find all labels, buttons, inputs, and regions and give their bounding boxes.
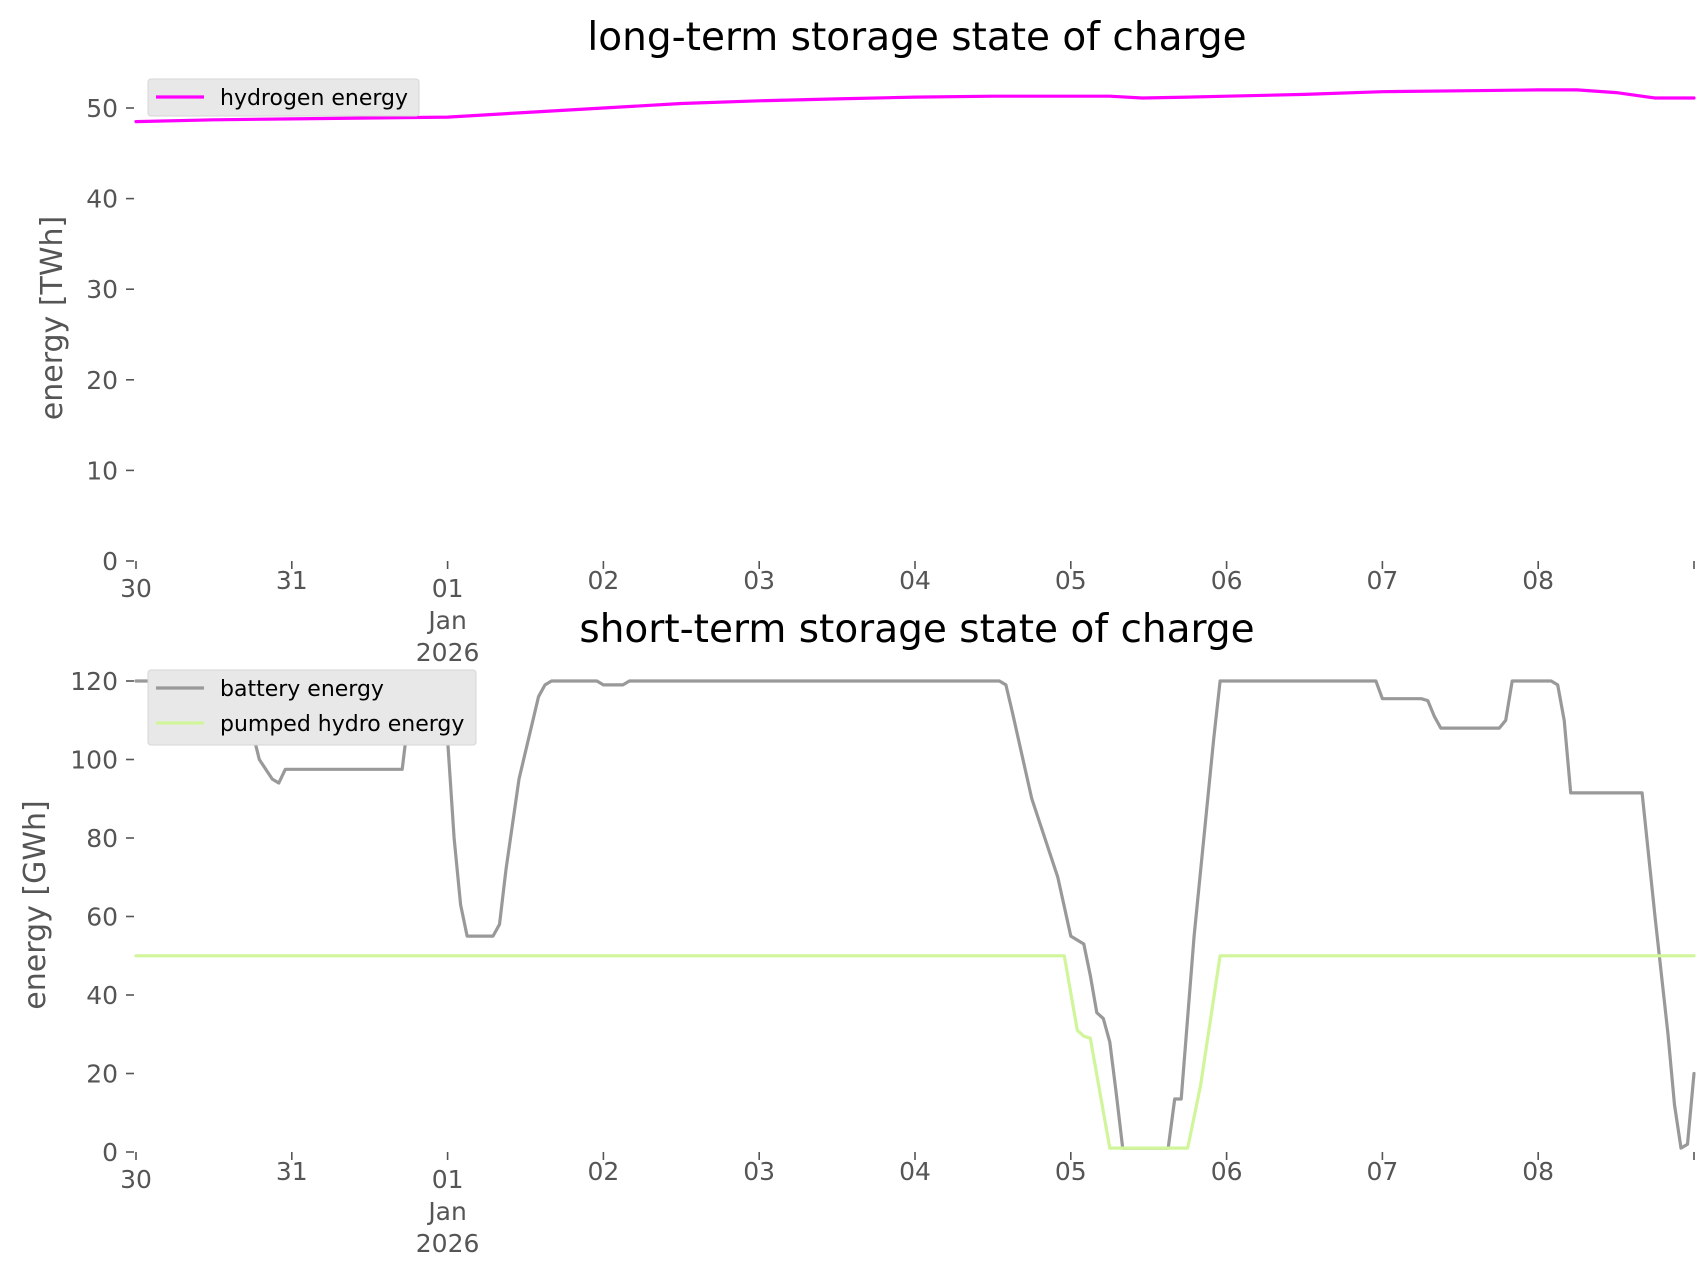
y-tick-label: 100 (70, 746, 118, 775)
x-tick-label: 02 (587, 1157, 619, 1186)
x-tick-label: 03 (743, 566, 775, 595)
top-legend-frame (147, 78, 420, 117)
y-tick-label: 60 (86, 903, 118, 932)
x-tick-label: 04 (899, 566, 931, 595)
bottom-chart-x-ticks: 30 31 01 Jan 2026 02 03 04 05 06 07 08 (120, 1152, 1695, 1258)
x-tick-label: 05 (1055, 566, 1087, 595)
x-tick-label: 03 (743, 1157, 775, 1186)
top-chart: long-term storage state of charge energy… (35, 15, 1696, 667)
y-tick-label: 30 (86, 275, 118, 304)
x-tick-label: 01 (432, 574, 464, 603)
bottom-legend-frame (147, 669, 477, 746)
y-tick-label: 40 (86, 981, 118, 1010)
y-tick-label: 20 (86, 366, 118, 395)
top-chart-title: long-term storage state of charge (587, 15, 1246, 60)
y-tick-label: 80 (86, 824, 118, 853)
series-line-pumped-hydro-energy (134, 954, 1696, 1150)
top-chart-series (134, 88, 1696, 124)
y-tick-label: 50 (86, 94, 118, 123)
y-tick-label: 120 (70, 667, 118, 696)
y-tick-label: 0 (102, 1138, 118, 1167)
x-tick-label: 05 (1055, 1157, 1087, 1186)
top-legend-label-hydrogen: hydrogen energy (220, 86, 408, 111)
top-chart-y-axis-label: energy [TWh] (35, 216, 70, 420)
x-tick-label: 30 (120, 574, 152, 603)
x-tick-sublabel: 2026 (416, 1229, 480, 1258)
y-tick-label: 20 (86, 1060, 118, 1089)
bottom-chart-title: short-term storage state of charge (579, 607, 1254, 652)
x-tick-sublabel: Jan (426, 1197, 467, 1226)
top-chart-x-ticks: 30 31 01 Jan 2026 02 03 04 05 06 07 08 (120, 561, 1695, 667)
x-tick-label: 31 (276, 566, 308, 595)
y-tick-label: 10 (86, 456, 118, 485)
x-tick-label: 06 (1211, 566, 1243, 595)
series-line-hydrogen-energy (134, 88, 1696, 124)
x-tick-sublabel: Jan (426, 606, 467, 635)
x-tick-label: 07 (1366, 566, 1398, 595)
bottom-chart-series (134, 679, 1696, 1150)
bottom-legend-label-pumped-hydro: pumped hydro energy (220, 712, 464, 737)
x-tick-label: 06 (1211, 1157, 1243, 1186)
x-tick-label: 04 (899, 1157, 931, 1186)
bottom-chart-y-axis-label: energy [GWh] (18, 800, 53, 1009)
x-tick-label: 08 (1522, 566, 1554, 595)
series-line-battery-energy (134, 679, 1696, 1150)
y-tick-label: 40 (86, 185, 118, 214)
x-tick-label: 02 (587, 566, 619, 595)
bottom-chart-y-ticks: 0 20 40 60 80 100 120 (70, 667, 134, 1167)
x-tick-label: 31 (276, 1157, 308, 1186)
bottom-chart-legend: battery energy pumped hydro energy (147, 669, 477, 746)
y-tick-label: 0 (102, 547, 118, 576)
x-tick-label: 08 (1522, 1157, 1554, 1186)
x-tick-label: 30 (120, 1165, 152, 1194)
top-chart-legend: hydrogen energy (147, 78, 420, 117)
x-tick-sublabel: 2026 (416, 638, 480, 667)
x-tick-label: 01 (432, 1165, 464, 1194)
top-chart-y-ticks: 0 10 20 30 40 50 (86, 94, 134, 576)
x-tick-label: 07 (1366, 1157, 1398, 1186)
bottom-chart: short-term storage state of charge energ… (18, 607, 1696, 1258)
bottom-legend-label-battery: battery energy (220, 677, 384, 702)
